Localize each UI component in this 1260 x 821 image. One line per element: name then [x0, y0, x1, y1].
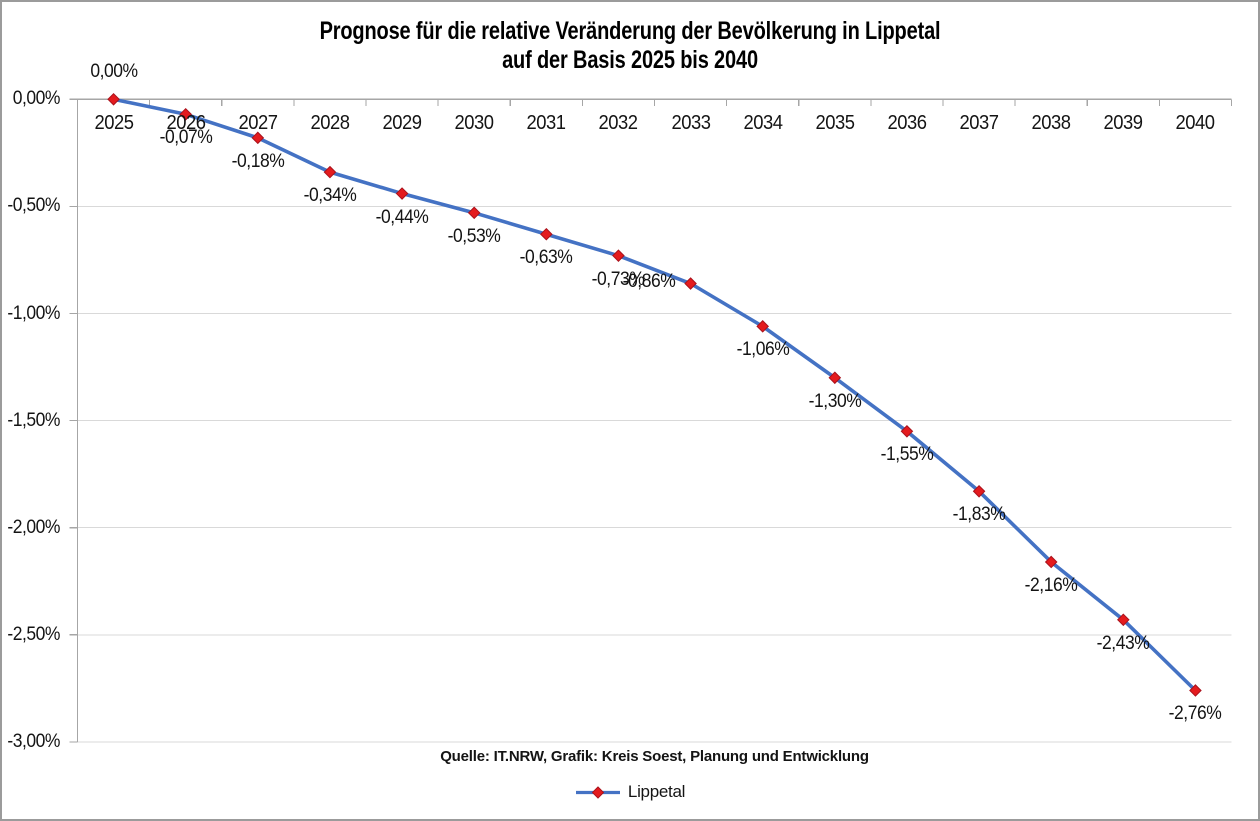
data-point-marker: [684, 277, 697, 290]
x-axis-category-label: 2033: [671, 112, 711, 134]
data-point-marker: [179, 107, 192, 121]
data-label: -0,44%: [375, 206, 429, 228]
data-point-marker: [756, 320, 769, 333]
data-label: -1,83%: [952, 504, 1006, 526]
data-label: -1,55%: [880, 444, 934, 466]
source-note: Quelle: IT.NRW, Grafik: Kreis Soest, Pla…: [440, 748, 869, 765]
x-axis-category-label: 2026: [166, 112, 206, 134]
data-label: -2,76%: [1169, 703, 1222, 725]
data-point-marker: [972, 484, 986, 498]
x-axis-category-label: 2034: [743, 112, 783, 134]
series-line: [111, 97, 1198, 693]
legend-diamond-marker: [591, 785, 605, 799]
y-axis-tick-label: 0,00%: [12, 88, 61, 110]
y-axis-tick-label: -3,00%: [7, 730, 61, 752]
legend-label: Lippetal: [627, 782, 686, 801]
data-label: -1,30%: [808, 390, 862, 412]
x-axis-category-label: 2027: [238, 112, 278, 134]
data-label: -0,53%: [447, 225, 501, 247]
data-label: -0,34%: [303, 185, 357, 207]
y-axis-tick-label: -2,50%: [7, 623, 61, 645]
data-label: -0,07%: [159, 127, 212, 149]
y-axis-tick-label: -2,00%: [7, 516, 61, 538]
data-point-marker: [251, 131, 265, 145]
x-axis-category-label: 2037: [959, 112, 1000, 134]
data-label: -1,06%: [736, 339, 789, 361]
data-point-marker: [467, 206, 481, 220]
y-axis-tick-label: -1,00%: [7, 302, 61, 324]
data-label: -2,16%: [1024, 574, 1078, 596]
x-axis-category-label: 2039: [1103, 112, 1144, 134]
data-label: 0,00%: [89, 61, 138, 83]
legend-line-marker-icon: [575, 785, 620, 799]
data-point-marker: [540, 227, 553, 241]
data-point-marker: [828, 371, 842, 385]
data-point-marker: [612, 249, 625, 262]
x-axis-category-label: 2035: [815, 112, 855, 134]
chart-title-line1: Prognose für die relative Veränderung de…: [319, 17, 941, 45]
x-axis-category-label: 2028: [310, 112, 350, 134]
data-point-marker: [107, 92, 120, 106]
x-axis-category-label: 2040: [1175, 112, 1216, 134]
legend: Lippetal: [2, 782, 1258, 802]
data-point-marker: [1189, 684, 1202, 697]
x-axis-category-label: 2029: [382, 112, 423, 134]
y-axis-tick-label: -0,50%: [7, 195, 61, 217]
data-point-marker: [1117, 613, 1130, 627]
data-label: -0,63%: [519, 247, 573, 269]
x-axis-category-label: 2036: [887, 112, 927, 134]
data-point-marker: [323, 165, 337, 179]
x-axis-category-label: 2025: [94, 112, 134, 134]
x-axis-category-label: 2038: [1031, 112, 1072, 134]
data-label: -0,73%: [592, 268, 645, 290]
chart-title-line2: auf der Basis 2025 bis 2040: [502, 46, 758, 74]
y-axis-tick-label: -1,50%: [7, 409, 61, 431]
data-point-marker: [395, 187, 409, 200]
x-axis-category-label: 2032: [598, 112, 639, 134]
x-axis-category-label: 2031: [526, 112, 567, 134]
chart-title: Prognose für die relative Veränderung de…: [128, 17, 1133, 75]
data-label: -0,86%: [622, 270, 675, 292]
data-point-marker: [1044, 555, 1058, 569]
x-axis-category-label: 2030: [454, 112, 495, 134]
data-point-marker: [900, 425, 914, 438]
data-label: -2,43%: [1096, 632, 1150, 654]
data-label: -0,18%: [231, 150, 285, 172]
